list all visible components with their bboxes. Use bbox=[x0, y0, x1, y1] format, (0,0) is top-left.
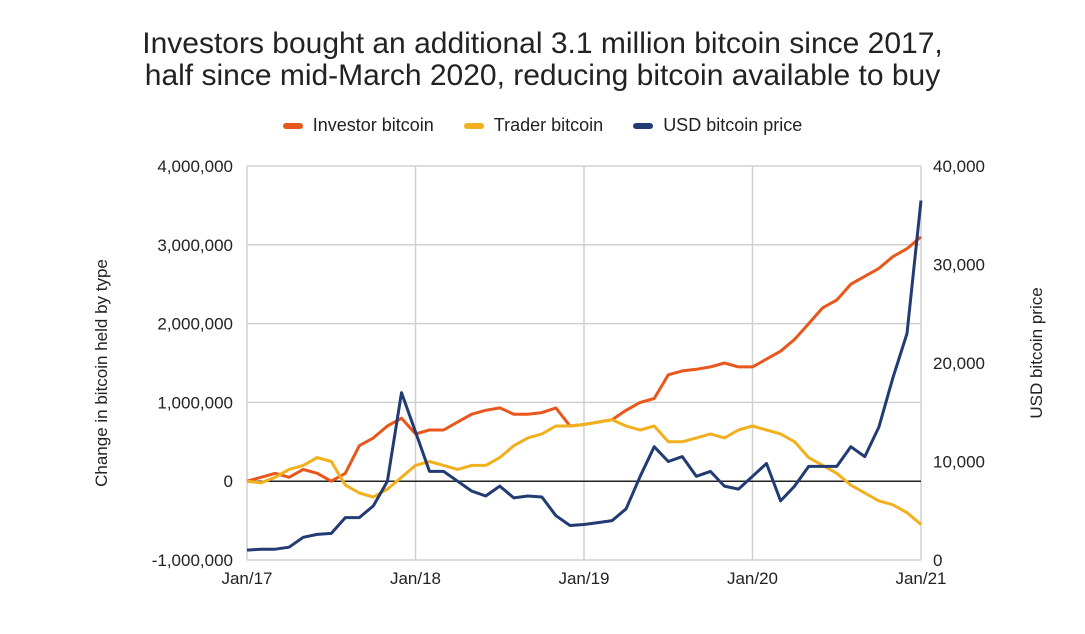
y-tick-label: 0 bbox=[224, 472, 233, 491]
legend-label: Investor bitcoin bbox=[312, 115, 434, 135]
chart-title: Investors bought an additional 3.1 milli… bbox=[142, 27, 943, 60]
y-tick-label: 3,000,000 bbox=[157, 236, 233, 255]
y-tick-label: 4,000,000 bbox=[157, 157, 233, 176]
y-axis-label: Change in bitcoin held by type bbox=[92, 259, 111, 487]
legend: Investor bitcoin Trader bitcoin USD bitc… bbox=[0, 115, 1085, 136]
x-tick-label: Jan/17 bbox=[221, 569, 272, 588]
usd-price-line bbox=[246, 200, 923, 552]
legend-item-price: USD bitcoin price bbox=[633, 115, 802, 136]
y2-tick-label: 0 bbox=[933, 551, 942, 570]
x-tick-label: Jan/21 bbox=[895, 569, 946, 588]
legend-label: USD bitcoin price bbox=[663, 115, 803, 135]
legend-swatch bbox=[282, 122, 303, 129]
y2-axis-label: USD bitcoin price bbox=[1027, 287, 1046, 418]
trader-bitcoin-line bbox=[246, 418, 922, 526]
x-tick-label: Jan/20 bbox=[727, 569, 778, 588]
y2-tick-label: 40,000 bbox=[933, 157, 985, 176]
chart-subtitle: half since mid-March 2020, reducing bitc… bbox=[144, 59, 941, 92]
legend-label: Trader bitcoin bbox=[493, 115, 604, 135]
y2-tick-label: 10,000 bbox=[933, 453, 985, 472]
legend-swatch bbox=[463, 122, 484, 129]
x-tick-label: Jan/18 bbox=[390, 569, 441, 588]
legend-item-investor: Investor bitcoin bbox=[282, 115, 434, 136]
y-tick-label: 1,000,000 bbox=[157, 393, 233, 412]
legend-item-trader: Trader bitcoin bbox=[463, 115, 604, 136]
legend-swatch bbox=[633, 122, 654, 129]
y2-tick-label: 20,000 bbox=[933, 354, 985, 373]
x-tick-label: Jan/19 bbox=[558, 569, 609, 588]
y-tick-label: -1,000,000 bbox=[152, 551, 233, 570]
y2-tick-label: 30,000 bbox=[933, 256, 985, 275]
y-tick-label: 2,000,000 bbox=[157, 315, 233, 334]
